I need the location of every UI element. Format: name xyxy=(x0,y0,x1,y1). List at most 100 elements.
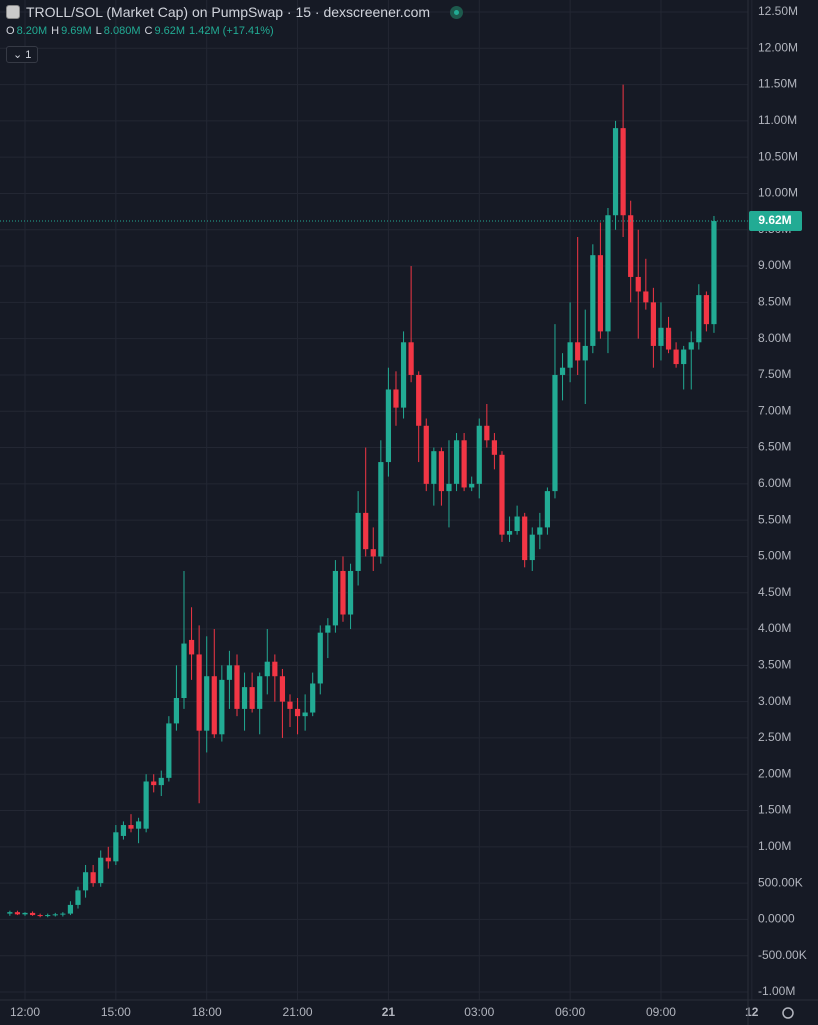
candle-body xyxy=(385,389,392,463)
interval-button[interactable]: ⌄ 1 xyxy=(6,46,39,63)
candle-body xyxy=(567,342,573,368)
y-tick-label: 12.50M xyxy=(758,4,798,18)
candle-body xyxy=(476,425,482,484)
candle-body xyxy=(416,374,422,426)
candle-body xyxy=(370,549,376,557)
candle-body xyxy=(105,857,111,862)
candle-body xyxy=(711,221,717,325)
candle-body xyxy=(446,483,452,492)
candle-body xyxy=(317,632,323,684)
y-tick-label: 4.00M xyxy=(758,621,791,635)
candle-body xyxy=(143,781,149,829)
y-tick-label: 10.50M xyxy=(758,149,798,163)
x-tick-label: 12:00 xyxy=(10,1005,40,1019)
y-tick-label: 11.50M xyxy=(758,77,797,91)
legend-key: L xyxy=(95,25,102,37)
candle-body xyxy=(506,531,513,535)
candle-body xyxy=(499,454,505,535)
x-tick-label: 21:00 xyxy=(283,1005,313,1019)
candle-body xyxy=(82,872,89,891)
candle-body xyxy=(158,777,164,786)
y-tick-label: 4.50M xyxy=(758,585,791,599)
y-tick-label: 11.00M xyxy=(758,113,797,127)
candle-body xyxy=(665,327,672,350)
candle-body xyxy=(188,639,195,655)
last-price-label: 9.62M xyxy=(758,213,791,227)
last-price-box xyxy=(749,211,802,232)
candle-body xyxy=(552,374,558,492)
y-tick-label: -1.00M xyxy=(758,984,795,998)
y-tick-label: 8.50M xyxy=(758,295,791,309)
candle-body xyxy=(484,425,490,441)
candle-body xyxy=(597,255,603,332)
candle-body xyxy=(544,491,551,528)
candle-body xyxy=(219,679,225,735)
candle-body xyxy=(120,825,127,836)
candle-body xyxy=(67,904,74,914)
x-tick-label: 15:00 xyxy=(101,1005,131,1019)
candle-body xyxy=(332,570,339,626)
header: TROLL/SOL (Market Cap) on PumpSwap · 15 … xyxy=(6,3,464,37)
live-indicator xyxy=(450,5,464,19)
legend-key: O xyxy=(6,25,15,37)
candle-body xyxy=(681,349,687,365)
chart-title: TROLL/SOL (Market Cap) on PumpSwap · 15 … xyxy=(26,4,431,20)
candle-body xyxy=(522,516,528,561)
candle-body xyxy=(529,534,535,561)
candle-body xyxy=(696,295,702,343)
candle-body xyxy=(431,451,437,484)
candle-body xyxy=(582,345,588,361)
candle-body xyxy=(7,912,13,914)
x-tick-label: 12 xyxy=(745,1005,759,1019)
settings-icon[interactable] xyxy=(782,1007,794,1019)
y-tick-label: 7.00M xyxy=(758,403,791,417)
candle-body xyxy=(491,440,498,455)
candle-body xyxy=(658,327,664,346)
candle-body xyxy=(393,389,399,408)
y-tick-label: 0.0000 xyxy=(758,912,795,926)
candle-body xyxy=(438,451,445,492)
candle-body xyxy=(204,676,210,731)
candle-body xyxy=(590,255,596,346)
y-tick-label: 6.50M xyxy=(758,440,791,454)
candle-body xyxy=(469,483,475,488)
y-tick-label: 7.50M xyxy=(758,367,791,381)
candle-body xyxy=(355,512,361,571)
candle-body xyxy=(60,913,66,915)
candle-body xyxy=(226,665,233,680)
candle-body xyxy=(673,349,679,365)
candle-body xyxy=(635,276,641,292)
candle-body xyxy=(325,625,331,633)
y-tick-label: 2.50M xyxy=(758,730,791,744)
candle-body xyxy=(400,342,407,408)
candle-body xyxy=(628,215,634,277)
candle-body xyxy=(241,687,248,709)
ohlc-legend: O 8.20M H 9.69M L 8.080M C 9.62M 1.42M (+17.41%) xyxy=(6,25,463,37)
y-tick-label: 5.00M xyxy=(758,549,791,563)
x-tick-label: 21 xyxy=(382,1005,396,1019)
candle-body xyxy=(461,440,467,488)
y-tick-label: 9.00M xyxy=(758,258,791,272)
candle-body xyxy=(408,342,414,375)
y-tick-label: 1.00M xyxy=(758,839,791,853)
y-tick-label: 12.00M xyxy=(758,40,798,54)
candle-body xyxy=(181,643,187,699)
y-tick-label: 6.00M xyxy=(758,476,791,490)
candle-body xyxy=(166,723,172,778)
y-tick-label: 500.00K xyxy=(758,875,803,889)
interval-value: 1 xyxy=(25,49,32,61)
candle-body xyxy=(688,342,694,350)
candle-body xyxy=(264,661,270,677)
candle-body xyxy=(347,570,354,615)
x-tick-label: 18:00 xyxy=(192,1005,222,1019)
candle-body xyxy=(22,912,28,915)
y-tick-label: -500.00K xyxy=(758,948,807,962)
candle-body xyxy=(453,440,460,484)
candle-body xyxy=(620,128,626,216)
candle-body xyxy=(272,661,278,677)
candle-body xyxy=(559,367,566,375)
candle-body xyxy=(279,676,286,702)
legend-value: 9.62M xyxy=(154,25,186,37)
candle-body xyxy=(98,857,104,884)
